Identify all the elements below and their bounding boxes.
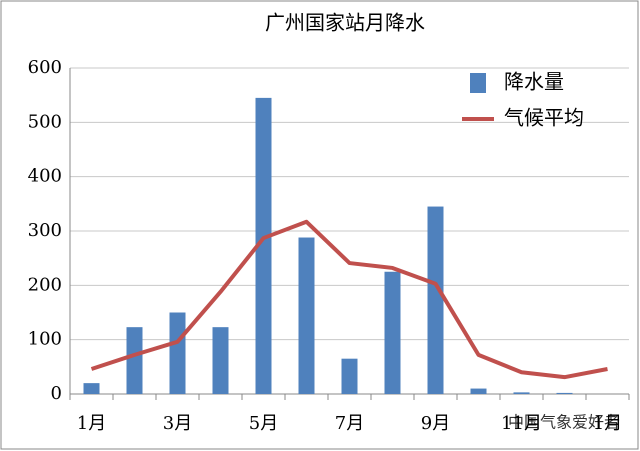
x-tick-label: 11月 (501, 413, 542, 434)
line (90, 219, 608, 380)
watermark: 中国气象爱好者 (508, 413, 620, 432)
y-tick-label: 600 (28, 57, 62, 78)
y-tick-label: 100 (28, 329, 62, 350)
bar (298, 237, 315, 394)
bar (470, 388, 487, 394)
y-tick-label: 200 (28, 274, 62, 295)
y-tick-label: 300 (28, 220, 62, 241)
y-tick-label: 400 (28, 166, 62, 187)
bar (556, 392, 573, 394)
x-tick-label: 7月 (335, 413, 364, 434)
chart-title: 广州国家站月降水 (265, 11, 425, 35)
bar (384, 271, 401, 394)
y-tick-label: 500 (28, 111, 62, 132)
bar (427, 206, 444, 394)
bar (83, 383, 100, 394)
legend-label: 降水量 (504, 70, 564, 94)
x-tick-label: 1月 (77, 413, 106, 434)
legend-swatch (470, 73, 486, 93)
x-tick-label: 3月 (163, 413, 192, 434)
bar (169, 312, 186, 394)
x-tick-label: 9月 (421, 413, 450, 434)
bar (126, 327, 143, 394)
x-tick-label: 1月 (593, 413, 622, 434)
bar (341, 358, 358, 394)
legend-label: 气候平均 (504, 106, 584, 130)
bar (255, 97, 272, 394)
y-tick-label: 0 (51, 383, 62, 404)
bar (513, 392, 530, 394)
bar (212, 327, 229, 394)
x-tick-label: 5月 (249, 413, 278, 434)
